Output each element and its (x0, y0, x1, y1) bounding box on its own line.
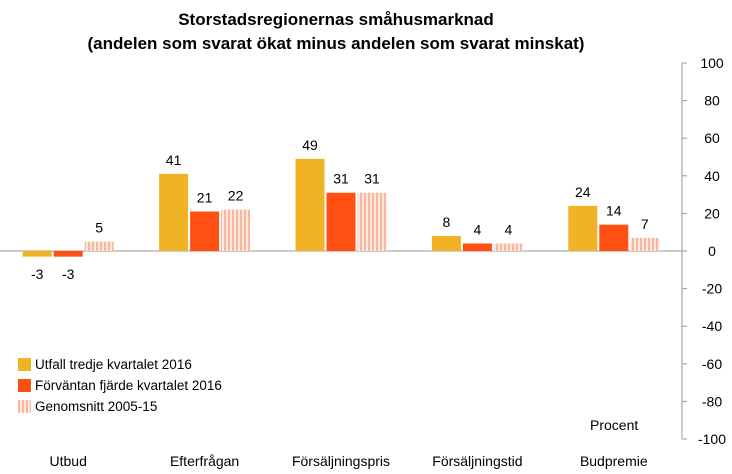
data-label: 14 (606, 203, 622, 219)
bar (357, 192, 387, 251)
bar (159, 173, 189, 251)
legend: Utfall tredje kvartalet 2016 Förväntan f… (18, 354, 222, 417)
legend-label: Genomsnitt 2005-15 (35, 399, 158, 414)
y-tick-label: 40 (704, 168, 720, 184)
data-label: 49 (302, 137, 318, 153)
x-tick-label: Försäljningspris (292, 453, 390, 469)
x-tick-label: Efterfrågan (170, 453, 239, 469)
x-tick-label: Budpremie (580, 453, 648, 469)
unit-label: Procent (590, 417, 639, 433)
data-label: 8 (443, 214, 451, 230)
data-label: 24 (575, 184, 591, 200)
legend-item: Förväntan fjärde kvartalet 2016 (18, 375, 222, 396)
y-tick-label: 80 (704, 93, 720, 109)
y-tick-label: -80 (702, 393, 722, 409)
bar (431, 235, 461, 251)
bar (568, 205, 598, 251)
bar (22, 251, 52, 257)
data-label: -3 (31, 266, 44, 282)
data-label: 4 (505, 221, 513, 237)
legend-swatch (18, 400, 31, 413)
y-tick-label: -60 (702, 356, 722, 372)
y-tick-label: -100 (698, 431, 726, 447)
y-tick-label: 20 (704, 205, 720, 221)
data-label: 7 (641, 216, 649, 232)
bar (599, 224, 629, 251)
bar (326, 192, 356, 251)
chart-subtitle: (andelen som svarat ökat minus andelen s… (87, 34, 585, 53)
y-tick-label: 0 (708, 243, 716, 259)
legend-item: Genomsnitt 2005-15 (18, 396, 222, 417)
x-tick-label: Utbud (50, 453, 87, 469)
legend-swatch (18, 379, 31, 392)
data-label: 31 (333, 171, 349, 187)
legend-label: Utfall tredje kvartalet 2016 (35, 357, 192, 372)
y-tick-label: -20 (702, 281, 722, 297)
data-label: 31 (364, 171, 380, 187)
bar (53, 251, 83, 257)
legend-label: Förväntan fjärde kvartalet 2016 (35, 378, 222, 393)
legend-item: Utfall tredje kvartalet 2016 (18, 354, 222, 375)
bar (462, 243, 492, 251)
data-label: 5 (95, 220, 103, 236)
chart-title: Storstadsregionernas småhusmarknad (178, 10, 494, 29)
data-label: 21 (197, 190, 213, 206)
bar (295, 158, 325, 251)
bar (84, 241, 114, 251)
y-tick-label: 100 (700, 55, 724, 71)
data-label: -3 (62, 266, 75, 282)
data-label: 22 (228, 188, 244, 204)
bar (190, 211, 220, 251)
y-tick-label: -40 (702, 318, 722, 334)
data-label: 4 (474, 221, 482, 237)
bar (630, 237, 660, 251)
bar (221, 209, 251, 251)
x-tick-label: Försäljningstid (432, 453, 522, 469)
y-tick-label: 60 (704, 130, 720, 146)
bar (493, 243, 523, 251)
legend-swatch (18, 358, 31, 371)
data-label: 41 (166, 152, 182, 168)
